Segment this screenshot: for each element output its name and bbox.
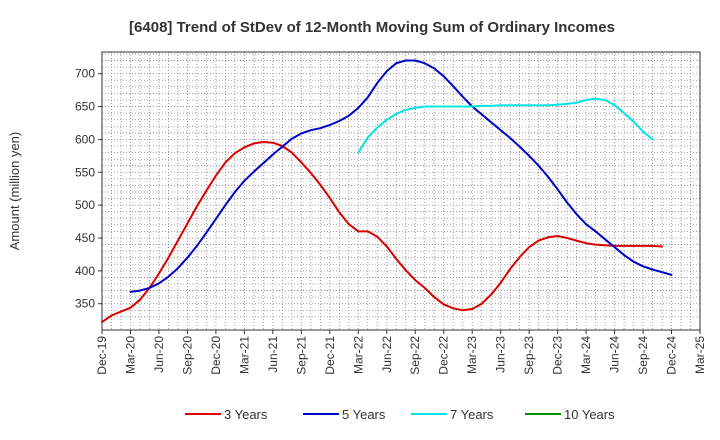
series-line-7-years	[357, 97, 654, 154]
x-tick-label: Sep-23	[522, 336, 536, 375]
x-tick-labels: Dec-19 Mar-20 Jun-20 Sep-20 Dec-20 Mar-21 Jun-…	[95, 330, 707, 375]
x-tick-label: Jun-23	[494, 336, 508, 373]
plot-frame	[101, 51, 701, 331]
y-tick-label: 600	[75, 132, 95, 146]
axes	[101, 51, 701, 331]
x-tick-label: Mar-24	[579, 336, 593, 374]
series-line-5-years	[129, 59, 673, 293]
x-tick-label: Dec-20	[209, 336, 223, 375]
x-tick-label: Jun-24	[608, 336, 622, 373]
y-tick-label: 400	[75, 264, 95, 278]
y-tick-labels: 350 400 450 500 550 600 650 700	[75, 67, 102, 311]
x-tick-label: Mar-23	[465, 336, 479, 374]
y-axis-label: Amount (million yen)	[7, 132, 22, 251]
x-tick-label: Dec-24	[665, 336, 679, 375]
x-tick-label: Jun-21	[266, 336, 280, 373]
x-tick-label: Mar-20	[123, 336, 137, 374]
y-tick-label: 550	[75, 165, 95, 179]
x-tick-label: Dec-21	[323, 336, 337, 375]
y-tick-label: 350	[75, 297, 95, 311]
chart-title: [6408] Trend of StDev of 12-Month Moving…	[129, 19, 615, 36]
series-line-3-years	[101, 141, 663, 324]
y-tick-label: 500	[75, 198, 95, 212]
series-lines	[101, 59, 673, 324]
x-tick-label: Sep-24	[636, 336, 650, 375]
x-tick-label: Jun-22	[380, 336, 394, 373]
x-tick-label: Dec-19	[95, 336, 109, 375]
legend-label-7-years: 7 Years	[450, 407, 494, 422]
legend-label-10-years: 10 Years	[564, 407, 615, 422]
x-tick-label: Sep-21	[294, 336, 308, 375]
legend: 3 Years 5 Years 7 Years 10 Years	[185, 407, 615, 422]
grid	[102, 52, 700, 330]
x-tick-label: Dec-23	[551, 336, 565, 375]
x-tick-label: Sep-20	[180, 336, 194, 375]
x-tick-label: Jun-20	[152, 336, 166, 373]
x-tick-label: Mar-25	[693, 336, 707, 374]
x-tick-label: Dec-22	[437, 336, 451, 375]
legend-label-3-years: 3 Years	[224, 407, 268, 422]
y-tick-label: 700	[75, 67, 95, 81]
x-tick-label: Sep-22	[408, 336, 422, 375]
x-tick-label: Mar-22	[351, 336, 365, 374]
y-tick-label: 450	[75, 231, 95, 245]
legend-label-5-years: 5 Years	[342, 407, 386, 422]
y-tick-label: 650	[75, 100, 95, 114]
x-tick-label: Mar-21	[237, 336, 251, 374]
